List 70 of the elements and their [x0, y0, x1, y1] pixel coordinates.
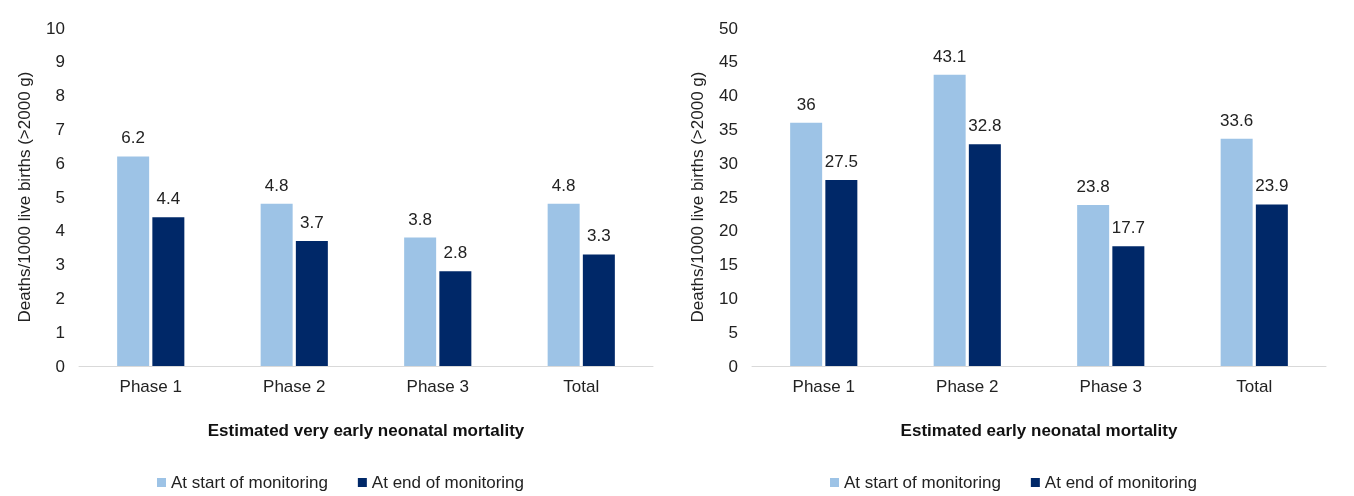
bar [295, 240, 328, 366]
data-label: 23.8 [1076, 177, 1110, 197]
y-tick-label: 3 [55, 255, 65, 275]
data-label: 3.8 [408, 209, 432, 229]
y-tick-label: 40 [719, 86, 738, 106]
data-label: 4.4 [156, 189, 181, 209]
data-label: 27.5 [824, 152, 858, 172]
y-tick-label: 10 [46, 18, 65, 38]
x-tick-label: Phase 1 [792, 377, 855, 396]
data-label: 36 [796, 94, 816, 114]
legend-label: At end of monitoring [371, 473, 525, 492]
x-tick-label: Phase 2 [263, 377, 326, 396]
y-tick-label: 0 [55, 356, 65, 376]
y-tick-label: 2 [55, 288, 65, 308]
legend-label: At end of monitoring [1044, 473, 1198, 492]
y-tick-label: 7 [55, 119, 65, 139]
bar [1255, 204, 1288, 366]
bar [790, 122, 823, 366]
y-tick-label: 5 [55, 187, 65, 207]
bar [1220, 138, 1253, 366]
bar [1077, 205, 1110, 366]
data-label: 4.8 [264, 175, 289, 195]
bar [582, 254, 615, 366]
x-tick-label: Phase 3 [1079, 377, 1142, 396]
data-label: 33.6 [1220, 110, 1254, 130]
y-tick-label: 30 [719, 153, 738, 173]
x-tick-label: Total [563, 377, 600, 396]
y-tick-label: 25 [719, 187, 738, 207]
y-tick-label: 45 [719, 52, 738, 72]
x-tick-label: Phase 1 [119, 377, 182, 396]
legend-label: At start of monitoring [171, 473, 328, 492]
y-tick-label: 1 [55, 322, 65, 342]
y-tick-label: 35 [719, 119, 738, 139]
x-tick-label: Phase 2 [936, 377, 999, 396]
data-label: 4.8 [551, 175, 576, 195]
legend-label: At start of monitoring [844, 473, 1001, 492]
data-label: 6.2 [121, 128, 145, 148]
bar [404, 237, 437, 366]
x-tick-label: Total [1236, 377, 1273, 396]
data-label: 2.8 [443, 243, 468, 263]
data-label: 17.7 [1111, 218, 1145, 238]
x-axis-title: Estimated very early neonatal mortality [207, 421, 525, 440]
bar [1112, 246, 1145, 366]
y-tick-label: 8 [55, 86, 65, 106]
bar [439, 271, 472, 366]
bar [825, 180, 858, 366]
y-tick-label: 6 [55, 153, 65, 173]
y-tick-label: 9 [55, 52, 65, 72]
data-label: 23.9 [1255, 176, 1289, 196]
y-tick-label: 0 [728, 356, 738, 376]
y-tick-label: 15 [719, 255, 738, 275]
data-label: 32.8 [968, 116, 1002, 136]
y-tick-label: 5 [728, 322, 738, 342]
bar [968, 144, 1001, 366]
data-label: 3.7 [300, 212, 324, 232]
y-tick-label: 20 [719, 221, 738, 241]
bar [547, 203, 580, 366]
bar [117, 156, 150, 366]
x-tick-label: Phase 3 [406, 377, 469, 396]
bar [152, 217, 185, 366]
y-tick-label: 4 [55, 221, 65, 241]
y-tick-label: 50 [719, 18, 738, 38]
y-axis-title: Deaths/1000 live births (>2000 g) [688, 71, 707, 323]
data-label: 3.3 [587, 226, 611, 246]
y-tick-label: 10 [719, 288, 738, 308]
bar [260, 203, 293, 366]
y-axis-title: Deaths/1000 live births (>2000 g) [15, 71, 34, 323]
x-axis-title: Estimated early neonatal mortality [900, 421, 1178, 440]
bar [933, 74, 966, 366]
data-label: 43.1 [933, 46, 967, 66]
